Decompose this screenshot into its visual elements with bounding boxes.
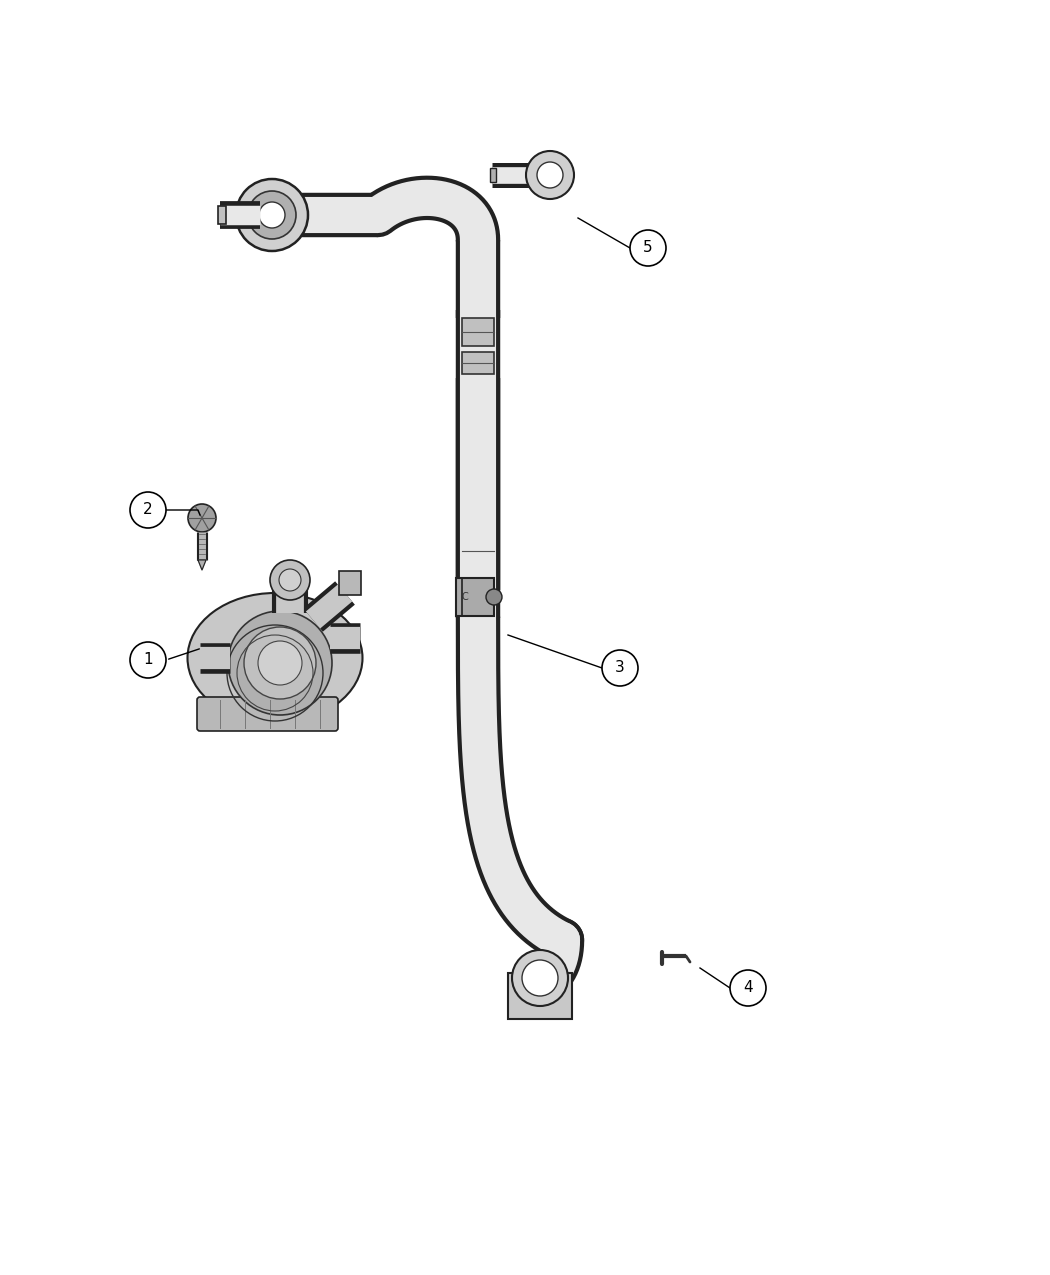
Text: 2: 2: [143, 502, 153, 518]
FancyBboxPatch shape: [462, 541, 493, 562]
Circle shape: [630, 230, 666, 266]
Text: 5: 5: [644, 241, 653, 255]
Circle shape: [228, 611, 332, 715]
Circle shape: [244, 627, 316, 699]
FancyBboxPatch shape: [462, 317, 493, 346]
Circle shape: [270, 560, 310, 601]
Circle shape: [486, 589, 502, 606]
FancyBboxPatch shape: [197, 697, 338, 731]
Circle shape: [730, 970, 766, 1006]
Circle shape: [130, 492, 166, 528]
Text: C: C: [462, 592, 468, 602]
Circle shape: [130, 643, 166, 678]
FancyBboxPatch shape: [218, 207, 226, 224]
Circle shape: [259, 201, 285, 228]
Circle shape: [258, 641, 302, 685]
Circle shape: [248, 191, 296, 238]
Polygon shape: [198, 560, 206, 570]
Circle shape: [279, 569, 301, 592]
Circle shape: [236, 179, 308, 251]
Circle shape: [512, 950, 568, 1006]
Circle shape: [602, 650, 638, 686]
FancyBboxPatch shape: [508, 973, 572, 1019]
Circle shape: [526, 150, 574, 199]
Text: 1: 1: [143, 653, 153, 668]
Circle shape: [522, 960, 558, 996]
FancyBboxPatch shape: [462, 352, 493, 374]
Circle shape: [188, 504, 216, 532]
Ellipse shape: [188, 593, 362, 723]
Text: 4: 4: [743, 980, 753, 996]
Circle shape: [537, 162, 563, 187]
FancyBboxPatch shape: [456, 578, 493, 616]
FancyBboxPatch shape: [490, 168, 496, 182]
FancyBboxPatch shape: [339, 571, 361, 595]
Text: 3: 3: [615, 660, 625, 676]
